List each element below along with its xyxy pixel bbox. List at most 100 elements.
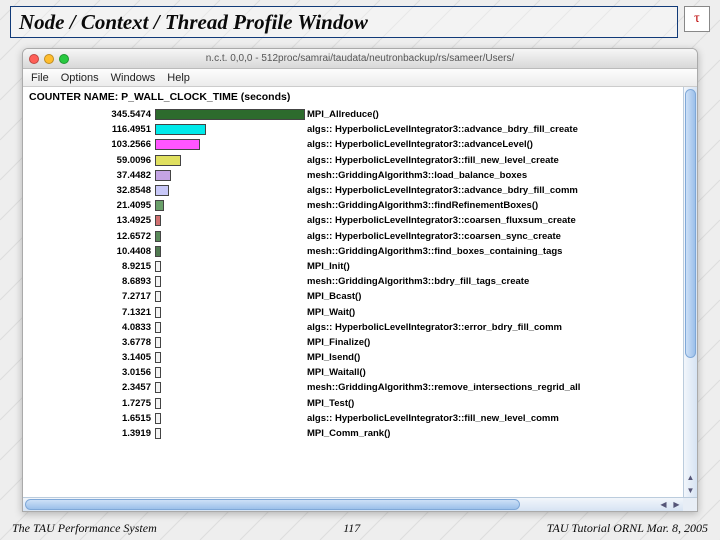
bar-cell xyxy=(155,291,305,302)
profile-row[interactable]: 32.8548 algs:: HyperbolicLevelIntegrator3… xyxy=(29,183,677,198)
bar-cell xyxy=(155,382,305,393)
timer-bar xyxy=(155,246,161,257)
menubar: File Options Windows Help xyxy=(23,69,697,87)
profile-row[interactable]: 10.4408mesh::GriddingAlgorithm3::find_bo… xyxy=(29,244,677,259)
profile-row[interactable]: 2.3457 mesh::GriddingAlgorithm3::remove_i… xyxy=(29,380,677,395)
timer-bar xyxy=(155,124,206,135)
bar-cell xyxy=(155,352,305,363)
profile-row[interactable]: 37.4482mesh::GriddingAlgorithm3::load_ba… xyxy=(29,168,677,183)
timer-value: 32.8548 xyxy=(29,185,155,196)
timer-value: 7.1321 xyxy=(29,307,155,318)
timer-bar xyxy=(155,215,161,226)
function-name: mesh::GriddingAlgorithm3::remove_interse… xyxy=(305,382,580,393)
function-name: algs:: HyperbolicLevelIntegrator3::advan… xyxy=(305,139,533,150)
profile-row[interactable]: 13.4925 algs:: HyperbolicLevelIntegrator3… xyxy=(29,213,677,228)
function-name: mesh::GriddingAlgorithm3::bdry_fill_tags… xyxy=(305,276,529,287)
timer-value: 37.4482 xyxy=(29,170,155,181)
menu-windows[interactable]: Windows xyxy=(111,72,156,84)
profile-row[interactable]: 103.2566 algs:: HyperbolicLevelIntegrator… xyxy=(29,137,677,152)
timer-bar xyxy=(155,322,161,333)
scroll-down-icon[interactable]: ▼ xyxy=(684,484,697,497)
menu-help[interactable]: Help xyxy=(167,72,190,84)
bar-cell xyxy=(155,139,305,150)
function-name: mesh::GriddingAlgorithm3::find_boxes_con… xyxy=(305,246,562,257)
profile-row[interactable]: 3.0156MPI_Waitall() xyxy=(29,365,677,380)
profile-row[interactable]: 12.6572algs:: HyperbolicLevelIntegrator3… xyxy=(29,229,677,244)
timer-bar xyxy=(155,367,161,378)
bar-cell xyxy=(155,367,305,378)
profile-row[interactable]: 3.1405MPI_Isend() xyxy=(29,350,677,365)
menu-options[interactable]: Options xyxy=(61,72,99,84)
function-name: algs:: HyperbolicLevelIntegrator3::coars… xyxy=(305,231,561,242)
function-name: algs:: HyperbolicLevelIntegrator3::coars… xyxy=(305,215,576,226)
timer-bar xyxy=(155,428,161,439)
scroll-left-icon[interactable]: ◀ xyxy=(657,498,670,511)
function-name: MPI_Waitall() xyxy=(305,367,366,378)
timer-bar xyxy=(155,413,161,424)
window-titlebar[interactable]: n.c.t. 0,0,0 - 512proc/samrai/taudata/ne… xyxy=(23,49,697,69)
timer-value: 7.2717 xyxy=(29,291,155,302)
vscroll-thumb[interactable] xyxy=(685,89,696,358)
function-name: algs:: HyperbolicLevelIntegrator3::fill_… xyxy=(305,155,559,166)
timer-bar xyxy=(155,261,161,272)
function-name: MPI_Finalize() xyxy=(305,337,370,348)
timer-value: 4.0833 xyxy=(29,322,155,333)
profile-row[interactable]: 7.1321MPI_Wait() xyxy=(29,304,677,319)
horizontal-scrollbar[interactable]: ◀ ▶ xyxy=(23,497,697,511)
timer-value: 8.9215 xyxy=(29,261,155,272)
timer-value: 116.4951 xyxy=(29,124,155,135)
timer-bar xyxy=(155,231,161,242)
page-number: 117 xyxy=(343,521,360,536)
scroll-up-icon[interactable]: ▲ xyxy=(684,471,697,484)
bar-cell xyxy=(155,170,305,181)
footer-right: TAU Tutorial ORNL Mar. 8, 2005 xyxy=(547,521,708,536)
profile-row[interactable]: 1.3919 MPI_Comm_rank() xyxy=(29,426,677,441)
function-name: MPI_Comm_rank() xyxy=(305,428,390,439)
timer-bar xyxy=(155,185,169,196)
timer-bar xyxy=(155,352,161,363)
timer-value: 21.4095 xyxy=(29,200,155,211)
profile-row[interactable]: 3.6778MPI_Finalize() xyxy=(29,335,677,350)
counter-name-label: COUNTER NAME: P_WALL_CLOCK_TIME (seconds… xyxy=(29,91,677,103)
timer-value: 2.3457 xyxy=(29,382,155,393)
profile-row[interactable]: 116.4951algs:: HyperbolicLevelIntegrator… xyxy=(29,122,677,137)
profile-row[interactable]: 345.5474MPI_Allreduce() xyxy=(29,107,677,122)
function-name: algs:: HyperbolicLevelIntegrator3::advan… xyxy=(305,185,578,196)
timer-bar xyxy=(155,398,161,409)
bar-cell xyxy=(155,413,305,424)
bar-cell xyxy=(155,215,305,226)
bar-cell xyxy=(155,261,305,272)
hscroll-track[interactable] xyxy=(23,498,657,511)
slide-title-box: Node / Context / Thread Profile Window xyxy=(10,6,678,38)
profile-row[interactable]: 8.9215 MPI_Init() xyxy=(29,259,677,274)
profile-row[interactable]: 21.4095mesh::GriddingAlgorithm3::findRef… xyxy=(29,198,677,213)
profile-row[interactable]: 59.0096algs:: HyperbolicLevelIntegrator3… xyxy=(29,153,677,168)
timer-bar xyxy=(155,139,200,150)
scroll-right-icon[interactable]: ▶ xyxy=(670,498,683,511)
function-name: MPI_Allreduce() xyxy=(305,109,379,120)
timer-bar xyxy=(155,337,161,348)
slide-title: Node / Context / Thread Profile Window xyxy=(19,10,368,35)
timer-value: 1.3919 xyxy=(29,428,155,439)
profile-row[interactable]: 1.7275MPI_Test() xyxy=(29,396,677,411)
vscroll-track[interactable] xyxy=(684,87,697,471)
timer-value: 1.7275 xyxy=(29,398,155,409)
scroll-corner xyxy=(683,498,697,511)
menu-file[interactable]: File xyxy=(31,72,49,84)
profile-row[interactable]: 1.6515algs:: HyperbolicLevelIntegrator3:… xyxy=(29,411,677,426)
bar-cell xyxy=(155,337,305,348)
profile-row[interactable]: 8.6893 mesh::GriddingAlgorithm3::bdry_fil… xyxy=(29,274,677,289)
timer-value: 103.2566 xyxy=(29,139,155,150)
bar-cell xyxy=(155,246,305,257)
function-name: MPI_Init() xyxy=(305,261,350,272)
timer-value: 13.4925 xyxy=(29,215,155,226)
timer-bar xyxy=(155,382,161,393)
profile-row[interactable]: 4.0833algs:: HyperbolicLevelIntegrator3:… xyxy=(29,320,677,335)
timer-value: 8.6893 xyxy=(29,276,155,287)
timer-bar xyxy=(155,109,305,120)
profile-row[interactable]: 7.2717MPI_Bcast() xyxy=(29,289,677,304)
vertical-scrollbar[interactable]: ▲ ▼ xyxy=(683,87,697,497)
timer-bar xyxy=(155,276,161,287)
hscroll-thumb[interactable] xyxy=(25,499,520,510)
bar-cell xyxy=(155,124,305,135)
